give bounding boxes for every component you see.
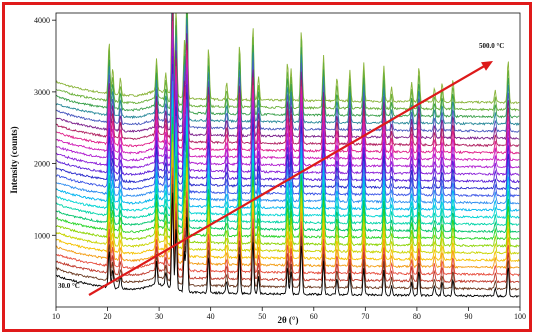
trace-line-12 [56, 97, 520, 219]
temperature-arrow-head [481, 61, 493, 71]
traces-group [56, 13, 520, 298]
y-tick-label: 3000 [34, 88, 50, 97]
trace-line-9 [56, 123, 520, 241]
x-axis-label: 2θ (°) [277, 315, 298, 325]
trace-line-7 [56, 141, 520, 255]
x-tick-label: 30 [155, 312, 163, 321]
x-tick-label: 10 [52, 312, 60, 321]
trace-line-10 [56, 116, 520, 234]
trace-line-2 [56, 184, 520, 291]
temperature-arrow [88, 63, 488, 296]
trace-line-26 [56, 13, 520, 119]
trace-line-25 [56, 13, 520, 127]
x-tick-label: 90 [464, 312, 472, 321]
trace-line-3 [56, 175, 520, 284]
trace-line-15 [56, 73, 520, 198]
trace-line-19 [56, 39, 520, 169]
x-tick-label: 100 [514, 312, 526, 321]
trace-line-23 [56, 13, 520, 141]
x-tick-label: 20 [104, 312, 112, 321]
start-temperature-label: 30.0 °C [58, 282, 80, 290]
y-axis: 1000 2000 3000 4000 [34, 16, 56, 240]
y-tick-label: 2000 [34, 160, 50, 169]
xrd-chart: 10 20 30 40 50 60 70 80 90 100 1000 2000 3000 4000 2… [9, 12, 526, 325]
x-tick-label: 70 [361, 312, 369, 321]
y-tick-label: 4000 [34, 16, 50, 25]
trace-line-28 [56, 13, 520, 105]
y-axis-label: Intensity (counts) [9, 126, 19, 193]
x-tick-label: 40 [207, 312, 215, 321]
x-axis: 10 20 30 40 50 60 70 80 90 100 [52, 307, 526, 321]
trace-line-5 [56, 159, 520, 270]
trace-line-6 [56, 149, 520, 263]
trace-line-11 [56, 108, 520, 226]
trace-line-22 [56, 13, 520, 148]
y-tick-label: 1000 [34, 231, 50, 240]
trace-line-24 [56, 13, 520, 133]
trace-line-14 [56, 80, 520, 205]
trace-line-1 [56, 192, 520, 298]
x-tick-label: 80 [413, 312, 421, 321]
trace-line-8 [56, 133, 520, 248]
trace-line-21 [56, 21, 520, 155]
trace-line-16 [56, 64, 520, 191]
x-tick-label: 50 [258, 312, 266, 321]
trace-line-4 [56, 167, 520, 277]
x-tick-label: 60 [310, 312, 318, 321]
trace-line-20 [56, 29, 520, 162]
trace-line-17 [56, 56, 520, 184]
plot-area-border [55, 12, 521, 308]
end-temperature-label: 500.0 °C [479, 42, 504, 50]
trace-line-18 [56, 47, 520, 177]
